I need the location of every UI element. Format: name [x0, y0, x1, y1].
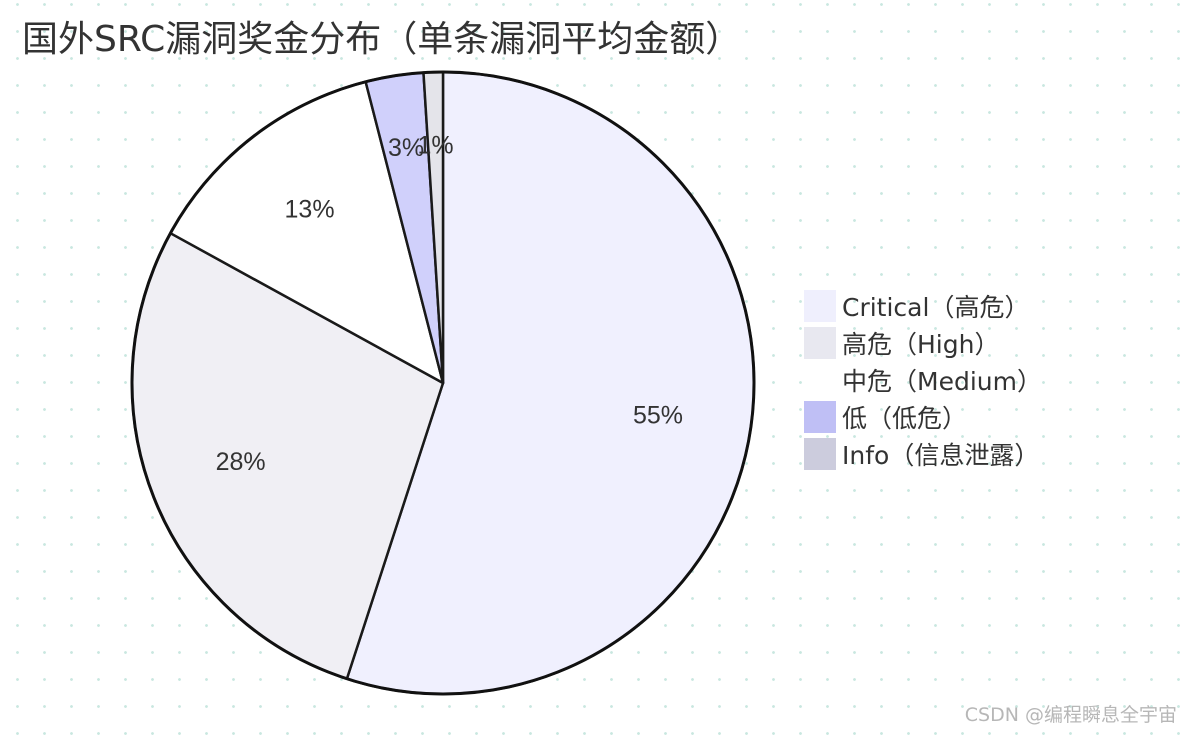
- legend-swatch-2: [804, 363, 836, 396]
- legend-label-2: 中危（Medium）: [842, 366, 1042, 396]
- pie-slice-label-2: 13%: [285, 196, 335, 224]
- legend-item-4: Info（信息泄露）: [804, 435, 1042, 472]
- legend-label-0: Critical（高危）: [842, 292, 1030, 322]
- legend-label-4: Info（信息泄露）: [842, 440, 1040, 470]
- legend-item-2: 中危（Medium）: [804, 361, 1042, 398]
- pie-slice-label-0: 55%: [633, 402, 683, 430]
- legend-item-1: 高危（High）: [804, 324, 1042, 361]
- legend-swatch-3: [804, 400, 836, 433]
- chart-legend: Critical（高危） 高危（High） 中危（Medium） 低（低危） Info（…: [804, 287, 1042, 472]
- pie-value-labels: 55% 28% 13% 3%1%: [216, 131, 683, 475]
- legend-label-3: 低（低危）: [842, 403, 968, 433]
- watermark: CSDN @编程瞬息全宇宙: [964, 704, 1177, 726]
- pie-slice-label-1: 28%: [216, 448, 266, 476]
- legend-swatch-0: [804, 289, 836, 322]
- legend-label-1: 高危（High）: [842, 329, 1000, 359]
- legend-item-3: 低（低危）: [804, 398, 1042, 435]
- legend-swatch-1: [804, 326, 836, 359]
- pie-slice-label-4: 1%: [418, 131, 454, 159]
- legend-swatch-4: [804, 437, 836, 470]
- legend-item-0: Critical（高危）: [804, 287, 1042, 324]
- chart-title: 国外SRC漏洞奖金分布（单条漏洞平均金额）: [22, 19, 742, 60]
- pie-outline: [130, 70, 756, 696]
- pie-slice-label-3: 3%: [388, 134, 424, 162]
- pie-slices: [130, 70, 756, 696]
